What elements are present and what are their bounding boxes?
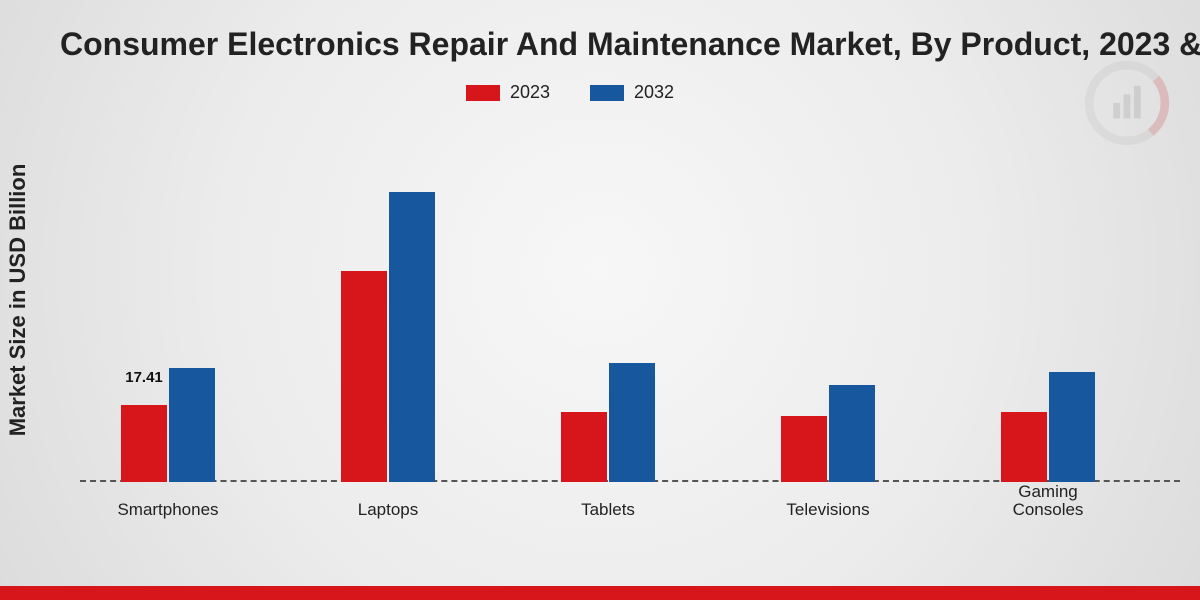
footer-accent-bar [0,586,1200,600]
category-label: GamingConsoles [949,483,1147,520]
chart-title: Consumer Electronics Repair And Maintena… [60,26,1200,63]
category-label: Laptops [289,501,487,520]
category-label: Televisions [729,501,927,520]
legend-label-2032: 2032 [634,82,674,103]
bar-televisions-2032 [829,385,875,482]
bar-laptops-2032 [389,192,435,482]
bar-televisions-2023 [781,416,827,482]
legend: 2023 2032 [0,82,1140,103]
legend-label-2023: 2023 [510,82,550,103]
bar-smartphones-2023 [121,405,167,482]
plot-area: SmartphonesLaptopsTabletsTelevisionsGami… [80,130,1180,520]
value-label: 17.41 [125,369,163,386]
y-axis-label: Market Size in USD Billion [5,164,31,437]
legend-swatch-2023 [466,85,500,101]
bar-laptops-2023 [341,271,387,482]
legend-item-2032: 2032 [590,82,674,103]
bar-gaming-consoles-2032 [1049,372,1095,482]
bar-tablets-2032 [609,363,655,482]
bar-smartphones-2032 [169,368,215,482]
category-label: Smartphones [69,501,267,520]
bar-tablets-2023 [561,412,607,482]
bar-gaming-consoles-2023 [1001,412,1047,482]
legend-swatch-2032 [590,85,624,101]
category-label: Tablets [509,501,707,520]
legend-item-2023: 2023 [466,82,550,103]
